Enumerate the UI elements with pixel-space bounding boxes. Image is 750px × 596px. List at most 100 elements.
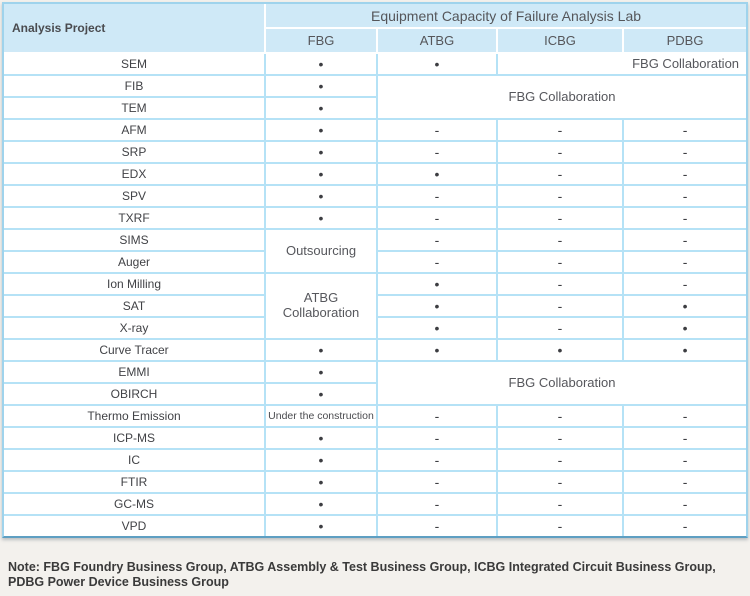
cell-icbg: - (498, 142, 624, 164)
cell-fbg: • (266, 120, 378, 142)
footnote: Note: FBG Foundry Business Group, ATBG A… (8, 560, 718, 590)
cell-atbg: - (378, 494, 498, 516)
row-label: OBIRCH (4, 384, 266, 406)
row-label: Ion Milling (4, 274, 266, 296)
cell-icbg: - (498, 472, 624, 494)
cell-icbg: - (498, 428, 624, 450)
cell-pdbg: - (624, 450, 747, 472)
table-row-gcms: GC-MS • - - - (4, 494, 747, 516)
table-row-vpd: VPD • - - - (4, 516, 747, 536)
cell-collaboration-merged: FBG Collaboration (378, 362, 747, 406)
cell-atbg: - (378, 252, 498, 274)
cell-atbg: • (378, 54, 498, 76)
cell-pdbg: • (624, 318, 747, 340)
cell-fbg-outsourcing-merged: Outsourcing (266, 230, 378, 274)
table-row-icpms: ICP-MS • - - - (4, 428, 747, 450)
cell-atbg: - (378, 516, 498, 536)
cell-fbg-atbg-collaboration-merged: ATBG Collaboration (266, 274, 378, 340)
cell-fbg: • (266, 450, 378, 472)
column-header-fbg: FBG (266, 29, 378, 54)
cell-atbg: - (378, 472, 498, 494)
cell-icbg: - (498, 406, 624, 428)
cell-fbg: • (266, 186, 378, 208)
cell-icbg: - (498, 252, 624, 274)
cell-icbg: - (498, 494, 624, 516)
cell-fbg: • (266, 494, 378, 516)
table-row-emmi: EMMI • FBG Collaboration (4, 362, 747, 406)
row-label: TXRF (4, 208, 266, 230)
cell-icbg: - (498, 208, 624, 230)
cell-atbg: - (378, 406, 498, 428)
cell-fbg: • (266, 142, 378, 164)
table-row-sims: SIMS Outsourcing - - - (4, 230, 747, 274)
row-label: ICP-MS (4, 428, 266, 450)
cell-atbg: - (378, 230, 498, 252)
cell-fbg: • (266, 76, 378, 98)
row-label: EMMI (4, 362, 266, 384)
cell-atbg: - (378, 142, 498, 164)
cell-atbg: • (378, 296, 498, 318)
cell-pdbg: - (624, 142, 747, 164)
table-row-ion-milling: Ion Milling ATBG Collaboration • - - (4, 274, 747, 340)
cell-icbg: - (498, 120, 624, 142)
cell-pdbg: - (624, 274, 747, 296)
cell-pdbg: - (624, 428, 747, 450)
cell-pdbg: - (624, 186, 747, 208)
cell-icbg: - (498, 516, 624, 536)
cell-pdbg: - (624, 494, 747, 516)
row-label: X-ray (4, 318, 266, 340)
cell-atbg: - (378, 208, 498, 230)
cell-pdbg: • (624, 340, 747, 362)
column-header-pdbg: PDBG (624, 29, 747, 54)
equipment-capacity-table: Analysis Project Equipment Capacity of F… (2, 2, 749, 538)
row-label: AFM (4, 120, 266, 142)
header-row-title: Analysis Project Equipment Capacity of F… (4, 4, 747, 54)
table-row-ic: IC • - - - (4, 450, 747, 472)
row-label: EDX (4, 164, 266, 186)
table-row-sem: SEM • • FBG Collaboration (4, 54, 747, 76)
table-row-tem: TEM • (4, 98, 746, 120)
cell-pdbg: - (624, 472, 747, 494)
cell-atbg: - (378, 450, 498, 472)
table-row-sat: SAT • - • (4, 296, 747, 318)
cell-fbg: • (266, 384, 378, 406)
row-label: SPV (4, 186, 266, 208)
cell-atbg: - (378, 428, 498, 450)
cell-fbg: • (266, 164, 378, 186)
cell-fbg-under-construction: Under the construction (266, 406, 378, 428)
row-label: TEM (4, 98, 266, 120)
row-label: Thermo Emission (4, 406, 266, 428)
footnote-line-2: PDBG Power Device Business Group (8, 574, 229, 589)
cell-pdbg: - (624, 164, 747, 186)
row-label: FTIR (4, 472, 266, 494)
cell-fbg: • (266, 428, 378, 450)
cell-pdbg: - (624, 252, 747, 274)
cell-icbg: - (498, 450, 624, 472)
table-row-auger: Auger - - - (4, 252, 747, 274)
cell-atbg: • (378, 340, 498, 362)
table-title: Equipment Capacity of Failure Analysis L… (266, 4, 747, 29)
cell-atbg: • (378, 164, 498, 186)
table-row-txrf: TXRF • - - - (4, 208, 747, 230)
cell-fbg: • (266, 516, 378, 536)
cell-pdbg: • (624, 296, 747, 318)
cell-pdbg: - (624, 230, 747, 252)
cell-icbg-pdbg-merged: FBG Collaboration (498, 54, 747, 76)
table-row-xray: X-ray • - • (4, 318, 747, 340)
table-row-obirch: OBIRCH • (4, 384, 746, 406)
table-row-thermo-emission: Thermo Emission Under the construction -… (4, 406, 747, 428)
cell-fbg: • (266, 208, 378, 230)
table-row-fib: FIB • FBG Collaboration (4, 76, 747, 120)
cell-fbg: • (266, 54, 378, 76)
cell-icbg: - (498, 274, 624, 296)
column-header-icbg: ICBG (498, 29, 624, 54)
row-label: SAT (4, 296, 266, 318)
row-label: FIB (4, 76, 266, 98)
row-label: SIMS (4, 230, 266, 252)
cell-pdbg: - (624, 516, 747, 536)
row-label: SRP (4, 142, 266, 164)
cell-pdbg: - (624, 406, 747, 428)
table-row-ftir: FTIR • - - - (4, 472, 747, 494)
cell-collaboration-merged: FBG Collaboration (378, 76, 747, 120)
table-row-srp: SRP • - - - (4, 142, 747, 164)
